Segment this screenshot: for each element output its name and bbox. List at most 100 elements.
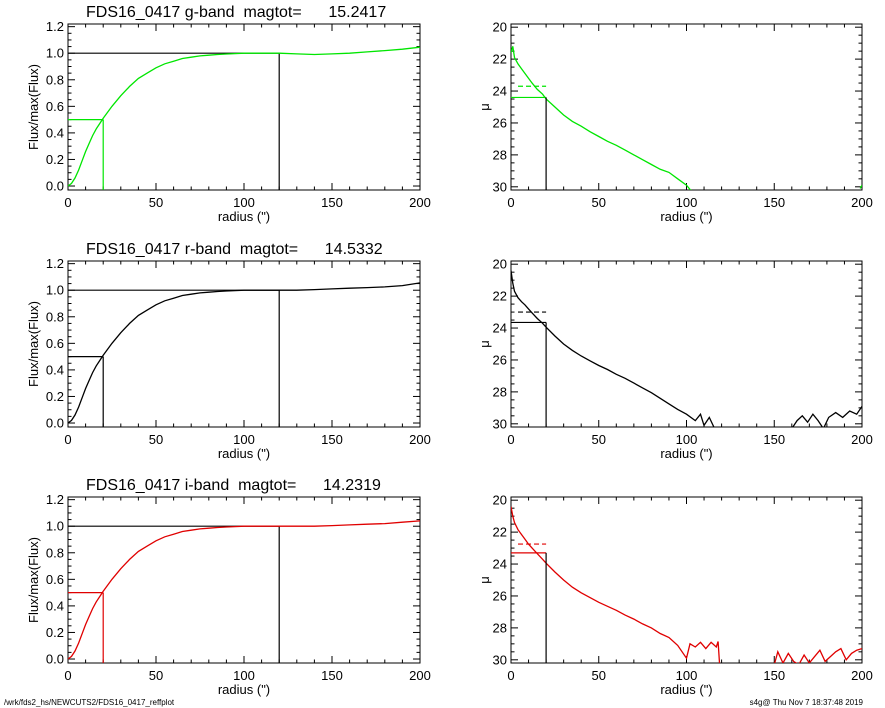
y-tick-label: 0.6: [46, 99, 64, 114]
x-tick-label: 50: [149, 432, 163, 447]
axis-frame: [67, 496, 421, 664]
x-tick-label: 0: [64, 668, 71, 683]
y-tick-label: 20: [493, 493, 507, 508]
x-tick-label: 0: [507, 195, 514, 210]
chart-panel-i-growth-curve: 0 50 100 150 200 0.0 0.2 0.4 0.6 0.8 1.0 1.2 radius …: [26, 477, 431, 697]
y-axis-label: μ: [477, 340, 492, 348]
plot-area: [68, 520, 420, 663]
x-tick-label: 100: [233, 195, 255, 210]
plot-area: [68, 46, 420, 190]
x-tick-label: 50: [149, 195, 163, 210]
x-tick-label: 150: [321, 668, 343, 683]
y-tick-label: 0.4: [46, 362, 64, 377]
y-tick-label: 1.0: [46, 283, 64, 298]
surface-brightness-profile-line: [511, 46, 692, 190]
y-tick-label: 24: [493, 84, 507, 99]
x-tick-label: 50: [592, 432, 606, 447]
chart-panel-r-surface-brightness: 0 50 100 150 200 20 22 24 26 28 30 radius (") μ: [477, 257, 873, 461]
y-tick-label: 22: [493, 289, 507, 304]
x-tick-label: 50: [592, 668, 606, 683]
chart-title: FDS16_0417 r-band magtot= 14.5332: [86, 241, 383, 258]
x-tick-label: 200: [409, 668, 431, 683]
plot-area: [68, 282, 420, 427]
x-axis-label: radius ("): [660, 682, 712, 697]
chart-panel-i-surface-brightness: 0 50 100 150 200 20 22 24 26 28 30 radius (") μ: [477, 493, 873, 697]
surface-brightness-profile-line: [511, 270, 715, 427]
y-tick-label: 28: [493, 620, 507, 635]
x-tick-label: 0: [507, 432, 514, 447]
y-tick-label: 28: [493, 147, 507, 162]
plot-area: [511, 506, 862, 663]
chart-panel-g-surface-brightness: 0 50 100 150 200 20 22 24 26 28 30 radius (") μ: [477, 20, 873, 224]
plot-area: [511, 270, 862, 427]
x-tick-label: 100: [676, 195, 698, 210]
x-tick-label: 200: [851, 195, 873, 210]
y-tick-label: 20: [493, 257, 507, 272]
y-axis-label: Flux/max(Flux): [26, 301, 41, 387]
y-tick-label: 1.0: [46, 519, 64, 534]
growth-curve-line: [68, 520, 420, 660]
y-tick-label: 0.8: [46, 545, 64, 560]
y-tick-label: 0.2: [46, 625, 64, 640]
y-tick-label: 26: [493, 115, 507, 130]
x-axis-label: radius ("): [660, 446, 712, 461]
x-tick-label: 100: [233, 668, 255, 683]
x-tick-label: 50: [149, 668, 163, 683]
x-tick-label: 150: [321, 195, 343, 210]
y-tick-label: 0.8: [46, 309, 64, 324]
axis-frame: [67, 23, 421, 191]
y-tick-label: 0.0: [46, 416, 64, 431]
x-tick-label: 200: [851, 668, 873, 683]
y-tick-label: 1.2: [46, 492, 64, 507]
y-tick-label: 0.4: [46, 125, 64, 140]
y-tick-label: 0.6: [46, 336, 64, 351]
x-tick-label: 0: [507, 668, 514, 683]
x-axis-label: radius ("): [218, 682, 270, 697]
y-tick-label: 22: [493, 525, 507, 540]
x-axis-label: radius ("): [218, 446, 270, 461]
axis-frame: [510, 23, 863, 191]
y-tick-label: 1.2: [46, 256, 64, 271]
y-tick-label: 30: [493, 179, 507, 194]
y-tick-label: 0.2: [46, 152, 64, 167]
x-tick-label: 150: [763, 195, 785, 210]
x-tick-label: 50: [592, 195, 606, 210]
x-tick-label: 100: [676, 432, 698, 447]
chart-title: FDS16_0417 i-band magtot= 14.2319: [86, 477, 381, 494]
y-tick-label: 1.2: [46, 19, 64, 34]
x-axis-label: radius ("): [660, 209, 712, 224]
footer-file-path: /wrk/fds2_hs/NEWCUTS2/FDS16_0417_reffplo…: [4, 698, 175, 707]
y-tick-label: 1.0: [46, 46, 64, 61]
surface-brightness-profile-line: [511, 506, 721, 663]
x-tick-label: 0: [64, 432, 71, 447]
growth-curve-line: [68, 46, 420, 187]
chart-panel-g-growth-curve: 0 50 100 150 200 0.0 0.2 0.4 0.6 0.8 1.0 1.2 radius …: [26, 4, 431, 224]
chart-title: FDS16_0417 g-band magtot= 15.2417: [86, 4, 386, 21]
y-tick-label: 0.6: [46, 572, 64, 587]
y-axis-label: μ: [477, 103, 492, 111]
y-tick-label: 24: [493, 557, 507, 572]
y-tick-label: 0.4: [46, 598, 64, 613]
y-tick-label: 26: [493, 352, 507, 367]
x-tick-label: 0: [64, 195, 71, 210]
x-tick-label: 150: [321, 432, 343, 447]
x-tick-label: 150: [763, 668, 785, 683]
y-tick-label: 30: [493, 416, 507, 431]
x-tick-label: 200: [409, 432, 431, 447]
y-tick-label: 30: [493, 652, 507, 667]
x-axis-label: radius ("): [218, 209, 270, 224]
y-axis-label: μ: [477, 576, 492, 584]
y-tick-label: 0.0: [46, 652, 64, 667]
surface-brightness-tail-line: [792, 405, 862, 427]
surface-brightness-tail-line: [774, 647, 862, 663]
y-tick-label: 24: [493, 321, 507, 336]
growth-curve-line: [68, 282, 420, 424]
y-tick-label: 26: [493, 588, 507, 603]
y-tick-label: 0.0: [46, 179, 64, 194]
y-tick-label: 22: [493, 52, 507, 67]
y-tick-label: 28: [493, 384, 507, 399]
footer-timestamp: s4g@ Thu Nov 7 18:37:48 2019: [749, 698, 863, 707]
y-tick-label: 20: [493, 20, 507, 35]
chart-panel-r-growth-curve: 0 50 100 150 200 0.0 0.2 0.4 0.6 0.8 1.0 1.2 radius …: [26, 241, 431, 461]
